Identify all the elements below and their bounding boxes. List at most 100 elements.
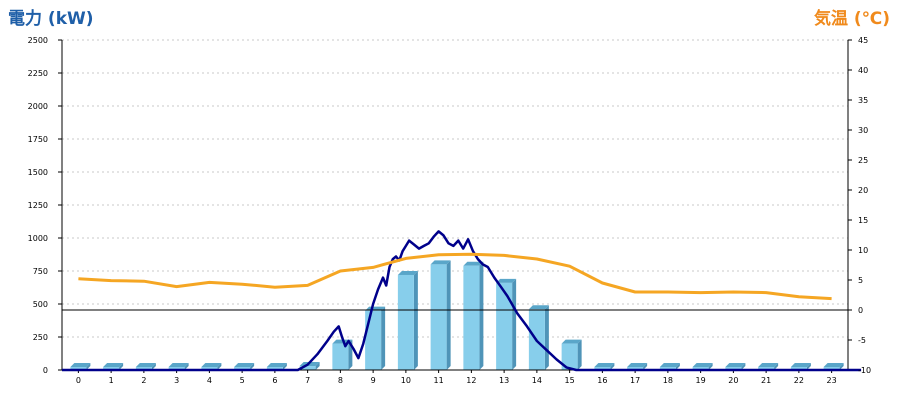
power-bar — [627, 363, 648, 370]
right-tick-label: 20 — [858, 186, 868, 195]
left-axis-title: 電力 (kW) — [8, 9, 94, 29]
power-bar-front — [496, 282, 513, 370]
power-bar-top — [430, 260, 451, 265]
power-bar — [234, 363, 255, 370]
power-bar-front — [561, 343, 578, 370]
power-bar-top — [266, 363, 287, 367]
power-bar-side — [250, 363, 255, 370]
power-bar-top — [528, 305, 549, 310]
left-tick-label: 1000 — [28, 234, 48, 243]
x-tick-label: 0 — [76, 376, 81, 385]
power-bar-top — [725, 363, 746, 367]
right-tick-label: 35 — [858, 96, 868, 105]
x-tick-label: 1 — [109, 376, 114, 385]
power-bar-top — [201, 363, 222, 367]
x-tick-label: 3 — [174, 376, 179, 385]
power-bar-top — [496, 278, 517, 283]
right-tick-label: 40 — [858, 66, 868, 75]
power-bar — [266, 363, 287, 370]
power-bar — [594, 363, 615, 370]
x-tick-label: 4 — [207, 376, 212, 385]
power-bar-front — [299, 366, 316, 370]
power-bar-side — [413, 270, 418, 370]
power-bar — [463, 261, 484, 370]
power-bar — [365, 306, 386, 370]
power-bar-side — [315, 362, 320, 370]
power-bar — [528, 305, 549, 370]
x-tick-label: 2 — [141, 376, 146, 385]
power-bar-front — [627, 367, 644, 370]
power-bar-side — [610, 363, 615, 370]
x-tick-label: 22 — [794, 376, 804, 385]
right-tick-label: 0 — [858, 306, 863, 315]
power-bar-front — [594, 367, 611, 370]
power-bar-side — [806, 363, 811, 370]
x-tick-label: 8 — [338, 376, 343, 385]
left-tick-label: 2500 — [28, 36, 48, 45]
power-bar-top — [790, 363, 811, 367]
power-bar-front — [463, 265, 480, 370]
power-bar-top — [692, 363, 713, 367]
power-bar-side — [381, 306, 386, 370]
power-bar-top — [234, 363, 255, 367]
right-axis-title: 気温 (℃) — [813, 9, 890, 29]
right-tick-label: 30 — [858, 126, 868, 135]
power-bar-top — [135, 363, 156, 367]
power-bar-top — [397, 270, 418, 275]
power-bar-top — [103, 363, 124, 367]
left-tick-label: 750 — [33, 267, 48, 276]
power-bar-front — [659, 367, 676, 370]
power-bar-top — [823, 363, 844, 367]
left-tick-label: 0 — [43, 366, 48, 375]
left-tick-label: 500 — [33, 300, 48, 309]
power-bar-front — [790, 367, 807, 370]
power-bar — [397, 270, 418, 370]
x-tick-label: 12 — [466, 376, 476, 385]
right-tick-label: 45 — [858, 36, 868, 45]
x-tick-label: 7 — [305, 376, 310, 385]
tick-labels: 02505007501000125015001750200022502500-1… — [28, 36, 871, 385]
power-bar-side — [479, 261, 484, 370]
power-bar-side — [741, 363, 746, 370]
power-bar-front — [332, 343, 349, 370]
power-bar-front — [70, 367, 87, 370]
power-bar-side — [544, 305, 549, 370]
x-tick-label: 5 — [240, 376, 245, 385]
power-bar — [201, 363, 222, 370]
x-tick-label: 15 — [565, 376, 575, 385]
left-tick-label: 1250 — [28, 201, 48, 210]
power-bar — [168, 363, 189, 370]
power-bar-side — [184, 363, 189, 370]
power-bar-top — [561, 339, 582, 344]
power-bar — [70, 363, 91, 370]
power-bar — [135, 363, 156, 370]
power-bar-front — [397, 274, 414, 370]
power-bar — [430, 260, 451, 370]
power-bar-front — [430, 264, 447, 370]
power-bar-front — [758, 367, 775, 370]
right-tick-label: 25 — [858, 156, 868, 165]
power-bar-top — [70, 363, 91, 367]
power-bar-front — [168, 367, 185, 370]
left-tick-label: 2250 — [28, 69, 48, 78]
power-bars — [70, 260, 844, 370]
power-bar-front — [692, 367, 709, 370]
x-tick-label: 17 — [630, 376, 640, 385]
power-bar-side — [774, 363, 779, 370]
power-bar-side — [446, 260, 451, 370]
x-tick-label: 13 — [499, 376, 509, 385]
power-bar-front — [266, 367, 283, 370]
axes — [58, 39, 852, 373]
x-tick-label: 19 — [696, 376, 706, 385]
x-tick-label: 18 — [663, 376, 673, 385]
power-bar — [692, 363, 713, 370]
left-tick-label: 1750 — [28, 135, 48, 144]
power-bar-side — [839, 363, 844, 370]
power-bar — [561, 339, 582, 370]
power-bar-front — [823, 367, 840, 370]
power-bar — [725, 363, 746, 370]
power-bar-front — [135, 367, 152, 370]
x-tick-label: 11 — [434, 376, 444, 385]
power-bar-front — [234, 367, 251, 370]
